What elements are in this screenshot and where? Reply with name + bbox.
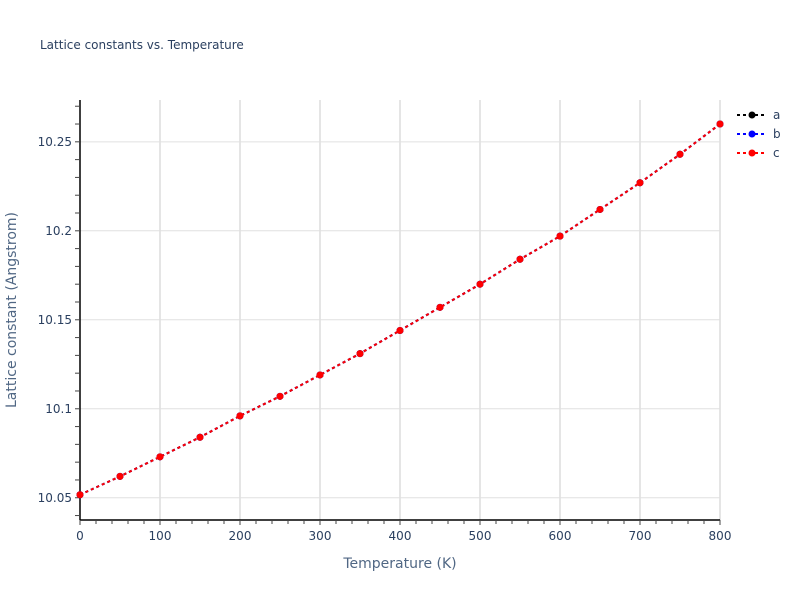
data-point[interactable] bbox=[116, 472, 124, 480]
data-point[interactable] bbox=[556, 232, 564, 240]
legend-item-a[interactable]: a bbox=[737, 108, 780, 122]
data-point[interactable] bbox=[476, 280, 484, 288]
data-point[interactable] bbox=[396, 326, 404, 334]
y-tick-label: 10.1 bbox=[45, 402, 72, 416]
data-point[interactable] bbox=[356, 350, 364, 358]
y-tick-label: 10.15 bbox=[38, 313, 72, 327]
legend-label: b bbox=[773, 127, 781, 141]
data-point[interactable] bbox=[156, 453, 164, 461]
x-tick-label: 200 bbox=[229, 529, 252, 543]
data-point[interactable] bbox=[716, 120, 724, 128]
data-point[interactable] bbox=[676, 150, 684, 158]
axes: 0 100 200 300 400 500 600 700 800 10.05 10.1 10.15 1… bbox=[38, 100, 732, 543]
x-tick-label: 300 bbox=[309, 529, 332, 543]
series-c bbox=[76, 120, 724, 499]
y-tick-label: 10.25 bbox=[38, 135, 72, 149]
data-point[interactable] bbox=[76, 491, 84, 499]
y-tick-label: 10.2 bbox=[45, 224, 72, 238]
y-tick-label: 10.05 bbox=[38, 491, 72, 505]
legend-item-b[interactable]: b bbox=[737, 127, 781, 141]
legend-label: c bbox=[773, 146, 780, 160]
data-point[interactable] bbox=[236, 412, 244, 420]
data-point[interactable] bbox=[636, 179, 644, 187]
plot-series bbox=[76, 120, 724, 499]
data-point[interactable] bbox=[596, 205, 604, 213]
legend-marker-icon bbox=[748, 111, 756, 119]
y-axis-title: Lattice constant (Angstrom) bbox=[4, 212, 20, 408]
x-tick-label: 800 bbox=[709, 529, 732, 543]
data-point[interactable] bbox=[276, 392, 284, 400]
data-point[interactable] bbox=[316, 371, 324, 379]
x-tick-label: 0 bbox=[76, 529, 84, 543]
x-tick-label: 100 bbox=[149, 529, 172, 543]
legend[interactable]: abc bbox=[737, 108, 781, 160]
x-axis-title: Temperature (K) bbox=[342, 556, 456, 572]
x-tick-label: 700 bbox=[629, 529, 652, 543]
data-point[interactable] bbox=[516, 255, 524, 263]
chart-title: Lattice constants vs. Temperature bbox=[40, 38, 244, 52]
x-tick-label: 500 bbox=[469, 529, 492, 543]
legend-marker-icon bbox=[748, 149, 756, 157]
gridlines bbox=[80, 100, 721, 520]
legend-item-c[interactable]: c bbox=[737, 146, 780, 160]
legend-label: a bbox=[773, 108, 780, 122]
x-tick-label: 600 bbox=[549, 529, 572, 543]
data-point[interactable] bbox=[436, 303, 444, 311]
legend-marker-icon bbox=[748, 130, 756, 138]
x-tick-label: 400 bbox=[389, 529, 412, 543]
data-point[interactable] bbox=[196, 433, 204, 441]
